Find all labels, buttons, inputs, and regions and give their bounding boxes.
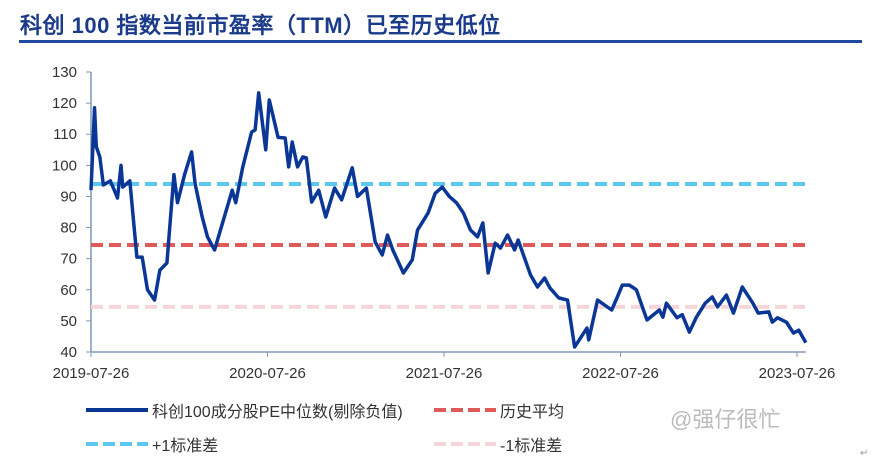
y-tick-label: 100 [52, 157, 77, 174]
y-tick-label: 130 [52, 64, 77, 81]
y-tick-label: 90 [60, 188, 77, 205]
legend-item-plus-1sd: +1标准差 [86, 432, 218, 456]
legend-swatch-dashed [434, 408, 496, 412]
y-tick-label: 50 [60, 313, 77, 330]
y-tick-label: 70 [60, 251, 77, 268]
y-tick-label: 60 [60, 282, 77, 299]
legend-swatch-solid [86, 408, 148, 412]
y-tick-label: 80 [60, 220, 77, 237]
plot-area: 40 50 60 70 80 90 100 110 120 130 2019-07-26 2020-0… [52, 64, 836, 382]
legend-item-minus-1sd: -1标准差 [434, 432, 562, 456]
x-tick-label: 2020-07-26 [229, 365, 306, 382]
legend-label: 科创100成分股PE中位数(剔除负值) [152, 404, 403, 421]
legend-item-pe-median: 科创100成分股PE中位数(剔除负值) [86, 398, 403, 422]
title-underline [19, 40, 862, 43]
pe-median-line [89, 91, 808, 349]
legend-label: 历史平均 [500, 404, 565, 421]
return-mark: ↵ [860, 448, 869, 459]
legend-label: -1标准差 [500, 438, 563, 455]
y-tick-label: 120 [52, 95, 77, 112]
legend-item-mean: 历史平均 [434, 398, 564, 422]
legend-swatch-dashed [86, 442, 148, 446]
x-tick-label: 2022-07-26 [582, 365, 659, 382]
watermark: @强仔很忙 [670, 407, 781, 432]
chart-title: 科创 100 指数当前市盈率（TTM）已至历史低位 [20, 13, 501, 38]
y-tick-label: 110 [53, 126, 77, 143]
x-tick-label: 2019-07-26 [53, 365, 130, 382]
x-tick-label: 2023-07-26 [759, 365, 836, 382]
legend-label: +1标准差 [152, 438, 219, 455]
legend-swatch-dashed [434, 442, 496, 446]
x-tick-label: 2021-07-26 [406, 365, 483, 382]
y-tick-label: 40 [60, 344, 77, 361]
